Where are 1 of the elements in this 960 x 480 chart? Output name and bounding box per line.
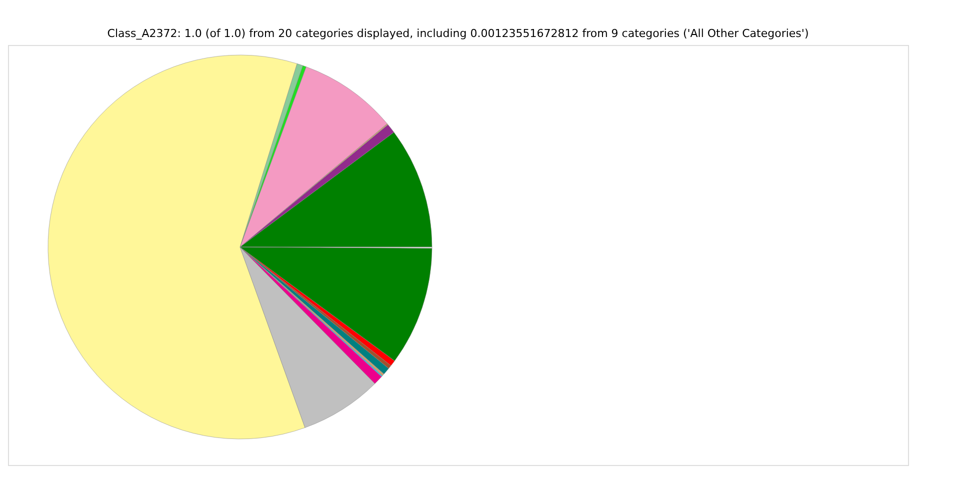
text: Class_A2372: 1.0 (of 1.0) from 20 categories displayed, including 0.00123551672812 from 9 categories ('All Other Categories') bbox=[107, 27, 809, 40]
